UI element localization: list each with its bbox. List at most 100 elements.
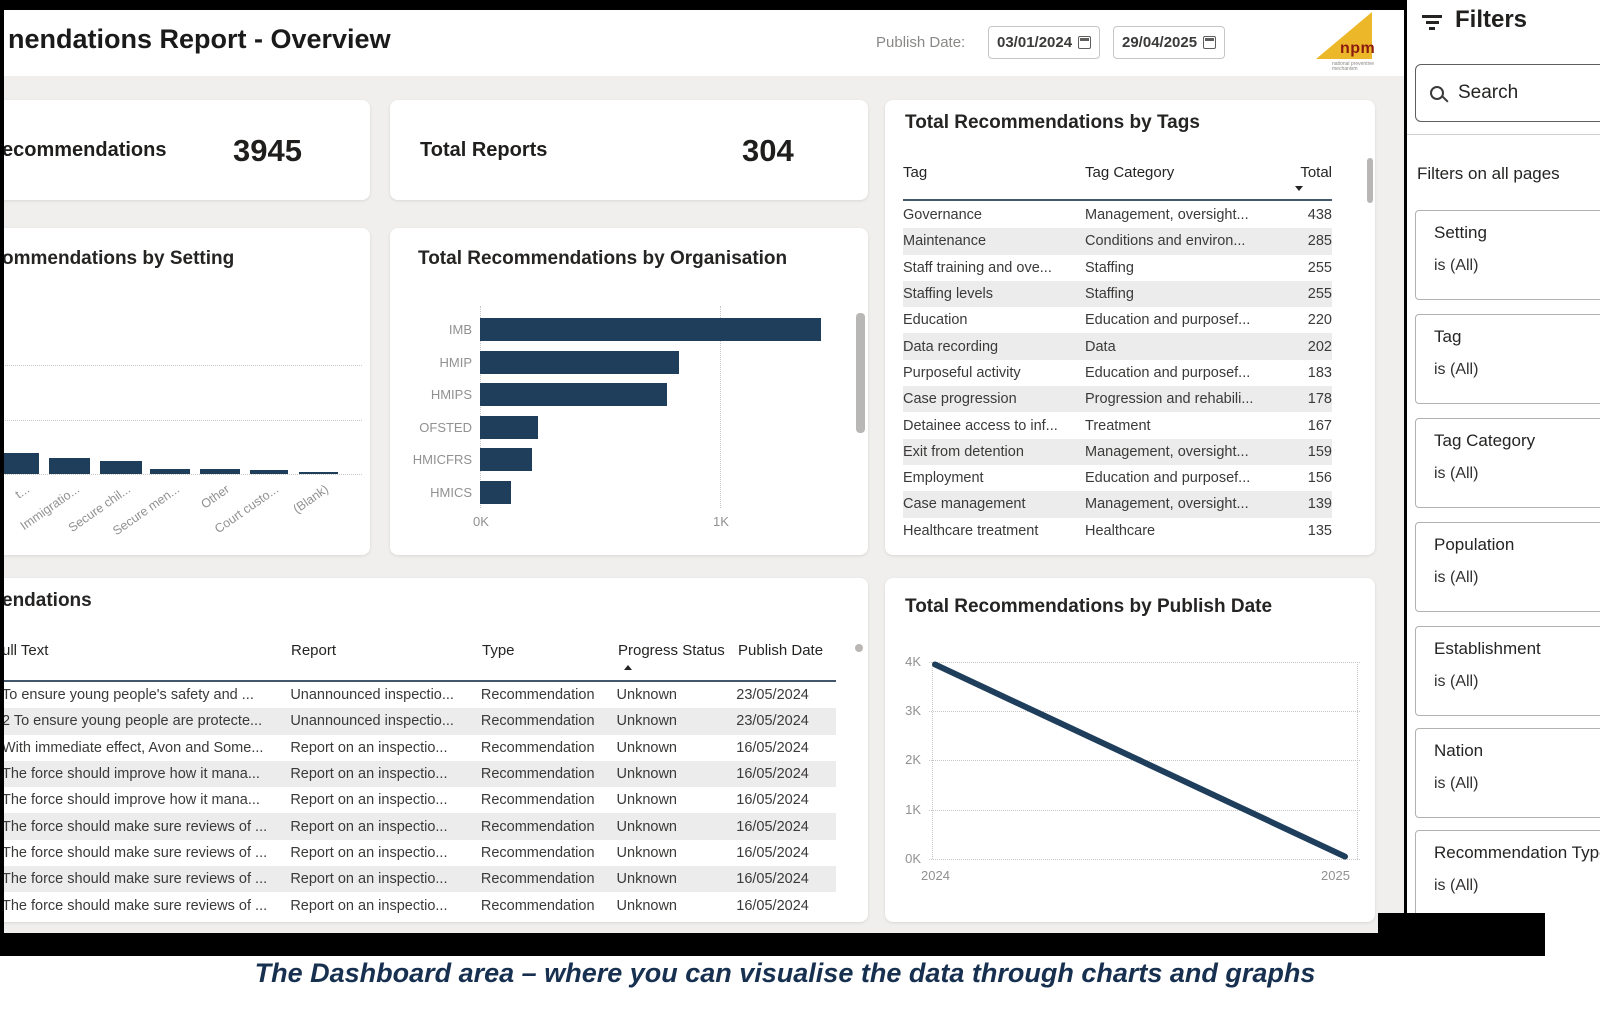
table-row[interactable]: The force should improve how it mana... R… <box>2 787 836 813</box>
report-header: nendations Report - Overview Publish Dat… <box>4 10 1404 76</box>
recs-scrollbar-thumb[interactable] <box>855 644 863 652</box>
org-scrollbar-thumb[interactable] <box>856 313 865 433</box>
cell: Unannounced inspectio... <box>290 713 454 730</box>
filters-title: Filters <box>1455 6 1528 33</box>
table-row[interactable]: To ensure young people's safety and ... U… <box>2 682 836 708</box>
org-bar[interactable] <box>480 350 680 374</box>
org-bar[interactable] <box>480 415 538 439</box>
date-from-input[interactable]: 03/01/2024 <box>988 26 1100 59</box>
y-axis-tick: 0K <box>905 851 921 866</box>
cell-total: 167 <box>1307 417 1332 434</box>
cell-tag-category: Education and purposef... <box>1085 364 1251 381</box>
setting-bar[interactable] <box>299 472 338 474</box>
cell: Unknown <box>616 844 677 861</box>
calendar-icon[interactable] <box>1078 36 1091 49</box>
trend-line[interactable] <box>925 653 1365 868</box>
cell: Report on an inspectio... <box>290 818 448 835</box>
filter-card-value: is (All) <box>1434 673 1479 690</box>
recommendations-table-card[interactable]: endations ull Text Report Type Progress … <box>0 578 868 922</box>
gridline <box>0 365 362 366</box>
table-row[interactable]: The force should improve how it mana... R… <box>2 760 836 788</box>
table-row[interactable]: 2 To ensure young people are protecte...… <box>2 708 836 735</box>
table-row[interactable]: Staffing levels Staffing 255 <box>903 280 1332 308</box>
filter-card-tag-category[interactable]: Tag Category is (All) <box>1415 418 1600 508</box>
setting-chart-card[interactable]: ommendations by Setting t... Immigratio..… <box>0 228 370 555</box>
setting-bar[interactable] <box>100 460 142 474</box>
frame-top <box>0 0 1406 10</box>
kpi-card-total-recommendations[interactable]: ecommendations 3945 <box>0 100 370 200</box>
table-row[interactable]: The force should make sure reviews of ..… <box>2 813 836 840</box>
table-row[interactable]: Case management Management, oversight... 1… <box>903 491 1332 518</box>
frame-bottom <box>0 933 1545 956</box>
gridline <box>480 306 481 508</box>
publish-date-chart-card[interactable]: Total Recommendations by Publish Date 4K… <box>885 578 1375 922</box>
org-bar[interactable] <box>480 480 512 504</box>
search-icon <box>1430 86 1444 100</box>
cell-tag: Governance <box>903 207 982 224</box>
cell: The force should make sure reviews of ..… <box>2 844 268 861</box>
org-bar[interactable] <box>480 448 532 471</box>
table-row[interactable]: Maintenance Conditions and environ... 285 <box>903 228 1332 255</box>
filter-card-recommendation-type[interactable]: Recommendation Type is (All) <box>1415 830 1600 913</box>
filter-card-name: Establishment <box>1434 639 1541 658</box>
filter-card-establishment[interactable]: Establishment is (All) <box>1415 626 1600 716</box>
divider <box>1407 134 1600 135</box>
table-row[interactable]: Employment Education and purposef... 156 <box>903 465 1332 491</box>
col-header-report[interactable]: Report <box>291 642 337 659</box>
table-row[interactable]: With immediate effect, Avon and Some... R… <box>2 735 836 761</box>
col-header-progress-status[interactable]: Progress Status <box>618 642 725 659</box>
cell: Unknown <box>616 739 677 756</box>
org-bar[interactable] <box>480 318 821 341</box>
filter-card-name: Population <box>1434 535 1515 554</box>
cell: Recommendation <box>480 766 595 783</box>
table-row[interactable]: Education Education and purposef... 220 <box>903 307 1332 333</box>
setting-bar[interactable] <box>0 453 39 474</box>
table-row[interactable]: The force should make sure reviews of ..… <box>2 866 836 893</box>
tags-table-card[interactable]: Total Recommendations by Tags Tag Tag Ca… <box>885 100 1375 555</box>
cell: 23/05/2024 <box>736 713 809 730</box>
date-to-input[interactable]: 29/04/2025 <box>1113 26 1225 59</box>
table-row[interactable]: Healthcare treatment Healthcare 135 <box>903 518 1332 544</box>
cell: Report on an inspectio... <box>290 766 448 783</box>
setting-bar[interactable] <box>49 458 90 474</box>
org-bar[interactable] <box>480 383 668 406</box>
filter-card-tag[interactable]: Tag is (All) <box>1415 314 1600 404</box>
cell-total: 178 <box>1307 391 1332 408</box>
table-row[interactable]: Purposeful activity Education and purpose… <box>903 360 1332 386</box>
col-header-publish-date[interactable]: Publish Date <box>738 642 824 659</box>
filter-card-nation[interactable]: Nation is (All) <box>1415 728 1600 818</box>
table-row[interactable]: Exit from detention Management, oversight… <box>903 438 1332 465</box>
recs-table-header[interactable]: ull Text Report Type Progress Status Pub… <box>2 642 852 659</box>
cell-tag: Detainee access to inf... <box>903 417 1058 434</box>
col-header-tag-category[interactable]: Tag Category <box>1085 164 1175 181</box>
org-chart-plot: 0K 1K IMB HMIP HMIPS OFSTED HMICFRS HMICS <box>390 228 868 555</box>
setting-bar[interactable] <box>150 468 190 474</box>
tags-scrollbar-thumb[interactable] <box>1367 158 1373 203</box>
filter-card-setting[interactable]: Setting is (All) <box>1415 210 1600 300</box>
table-row[interactable]: Staff training and ove... Staffing 255 <box>903 255 1332 281</box>
filter-card-population[interactable]: Population is (All) <box>1415 522 1600 612</box>
col-header-full-text[interactable]: ull Text <box>2 642 49 659</box>
table-row[interactable]: Detainee access to inf... Treatment 167 <box>903 412 1332 438</box>
table-row[interactable]: The force should make sure reviews of ..… <box>2 892 836 918</box>
setting-bar[interactable] <box>250 469 288 474</box>
table-row[interactable]: Data recording Data 202 <box>903 333 1332 360</box>
cell-tag-category: Progression and rehabili... <box>1085 391 1254 408</box>
table-row[interactable]: Case progression Progression and rehabili… <box>903 386 1332 413</box>
frame-left <box>0 0 4 935</box>
gridline <box>932 662 933 859</box>
setting-bar[interactable] <box>200 468 240 474</box>
col-header-tag[interactable]: Tag <box>903 164 928 181</box>
calendar-icon[interactable] <box>1203 36 1216 49</box>
col-header-type[interactable]: Type <box>482 642 515 659</box>
logo-text: npm <box>1340 40 1376 57</box>
org-chart-card[interactable]: Total Recommendations by Organisation 0K… <box>390 228 868 555</box>
table-row[interactable]: Governance Management, oversight... 438 <box>903 202 1332 228</box>
table-row[interactable]: The force should make sure reviews of ..… <box>2 840 836 866</box>
tags-table-header[interactable]: Tag Tag Category Total <box>903 164 1332 181</box>
cell-tag-category: Management, oversight... <box>1085 496 1249 513</box>
visual-title: Total Recommendations by Organisation <box>418 248 788 269</box>
kpi-card-total-reports[interactable]: Total Reports 304 <box>390 100 868 200</box>
filters-search-box[interactable]: Search <box>1415 64 1600 122</box>
col-header-total[interactable]: Total <box>1300 164 1332 181</box>
